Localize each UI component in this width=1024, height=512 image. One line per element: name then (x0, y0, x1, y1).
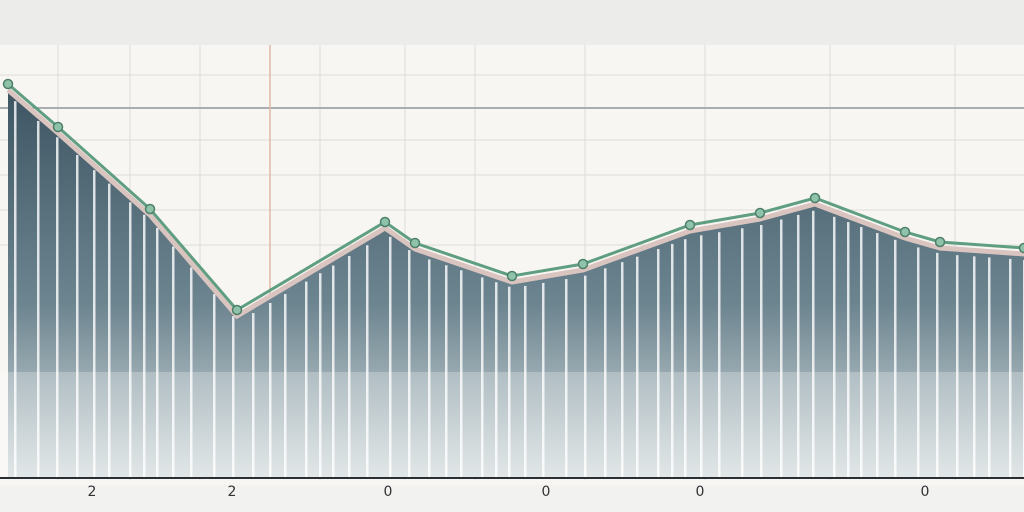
stripe (14, 101, 17, 478)
stripe (232, 316, 235, 478)
stripe (156, 227, 159, 478)
point (52, 121, 64, 133)
stripe (1009, 258, 1012, 478)
stripe (847, 222, 850, 478)
stripe (671, 243, 674, 478)
stripe (252, 313, 255, 478)
stripe (700, 235, 703, 478)
stripe (190, 267, 193, 478)
stripe (76, 155, 79, 479)
axis-label: 2 (88, 484, 97, 500)
stripe (741, 228, 744, 478)
axis-label: 0 (384, 484, 393, 500)
axis-label: 0 (921, 484, 930, 500)
stripe (973, 256, 976, 478)
trend-line (7, 82, 1024, 312)
stripe (760, 225, 763, 478)
bar-area (8, 92, 1024, 478)
stripe (812, 210, 815, 478)
stripe (56, 137, 59, 478)
points (2, 78, 1024, 316)
point (754, 207, 766, 219)
point (144, 203, 156, 215)
axis-labels: 2 2 0 0 0 0 (88, 484, 930, 500)
stripe (780, 219, 783, 478)
stripe (936, 252, 939, 478)
point (934, 236, 946, 248)
stripe (495, 282, 498, 478)
stripes (0, 101, 1024, 479)
point (577, 258, 589, 270)
stripe (621, 262, 624, 478)
stripe (988, 257, 991, 478)
stripe (657, 249, 660, 478)
stripe (860, 227, 863, 478)
point (809, 192, 821, 204)
stripe (143, 214, 146, 478)
point (2, 78, 14, 90)
stripe (319, 273, 322, 478)
top-band (0, 0, 1024, 45)
stripe (956, 255, 959, 478)
point (684, 219, 696, 231)
stripe (305, 281, 308, 478)
stripe (604, 268, 607, 478)
stripe (172, 246, 175, 478)
stripe (269, 302, 272, 478)
stripe (833, 216, 836, 479)
fade (0, 372, 1024, 478)
stripe (332, 265, 335, 478)
stripe (366, 245, 369, 478)
stripe (797, 214, 800, 478)
stripe (445, 265, 448, 478)
axis-label: 2 (228, 484, 237, 500)
stripe (93, 170, 96, 478)
stripe (213, 294, 216, 478)
stripe (508, 286, 511, 478)
stripe (348, 256, 351, 478)
stripe (894, 239, 897, 478)
stripe (129, 202, 132, 479)
axis-label: 0 (542, 484, 551, 500)
stripe (542, 282, 545, 478)
stripe (108, 183, 111, 478)
stripe (565, 279, 568, 478)
stripe (876, 233, 879, 478)
stripe (428, 259, 431, 478)
stripe (408, 250, 411, 478)
stripe (718, 232, 721, 478)
point (231, 304, 243, 316)
point (506, 270, 518, 282)
stripe (460, 270, 463, 478)
stripe (584, 275, 587, 478)
stripe (917, 247, 920, 478)
point (409, 237, 421, 249)
point (899, 226, 911, 238)
stripe (481, 277, 484, 478)
stripe (636, 256, 639, 478)
point (1018, 242, 1024, 254)
trend-shadow (6, 88, 1024, 320)
stripe (37, 120, 40, 478)
stripe (684, 239, 687, 478)
point (379, 216, 391, 228)
stripe (524, 285, 527, 478)
stripe (389, 236, 392, 478)
axis-label: 0 (696, 484, 705, 500)
stripe (284, 294, 287, 478)
